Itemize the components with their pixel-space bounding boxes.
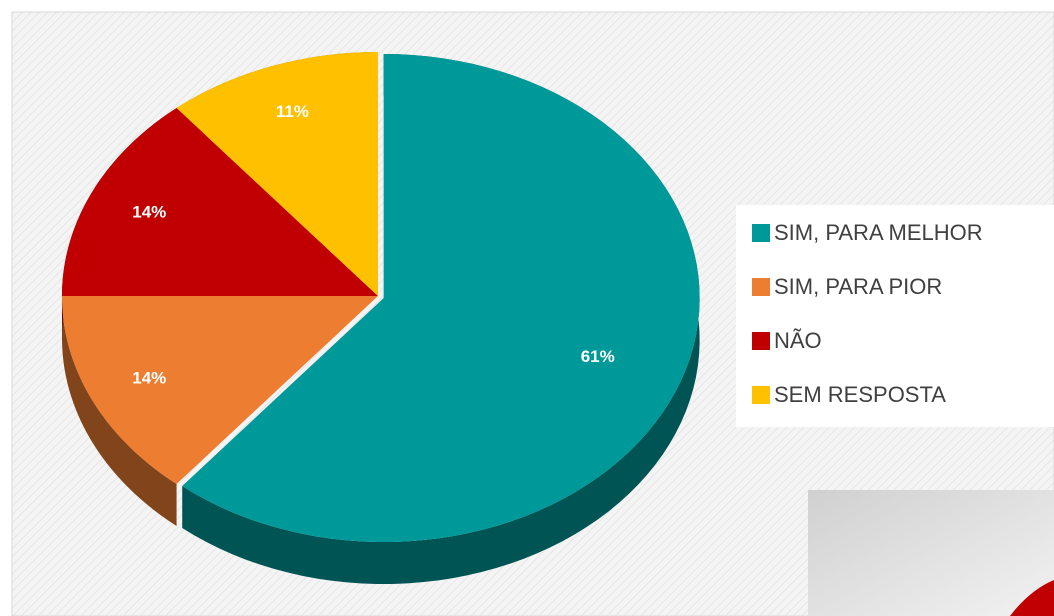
decor-box: [808, 490, 1054, 616]
slice: [176, 52, 378, 296]
legend-swatch: [752, 224, 770, 242]
slice-side: [62, 296, 177, 527]
legend-label: NÃO: [774, 328, 822, 353]
legend-swatch: [752, 386, 770, 404]
data-label: 14%: [132, 202, 166, 221]
legend-box: [736, 205, 1054, 427]
legend-swatch: [752, 278, 770, 296]
slice: [182, 54, 700, 542]
legend-swatch: [752, 332, 770, 350]
legend-label: SIM, PARA MELHOR: [774, 220, 983, 245]
slice: [62, 296, 378, 485]
slice-side: [182, 54, 700, 584]
data-label: 11%: [276, 102, 309, 121]
legend-label: SEM RESPOSTA: [774, 382, 946, 407]
legend-label: SIM, PARA PIOR: [774, 274, 942, 299]
data-label: 14%: [132, 369, 166, 388]
data-label: 61%: [581, 347, 615, 366]
slice: [62, 107, 378, 296]
decor-shape: [1010, 580, 1054, 616]
